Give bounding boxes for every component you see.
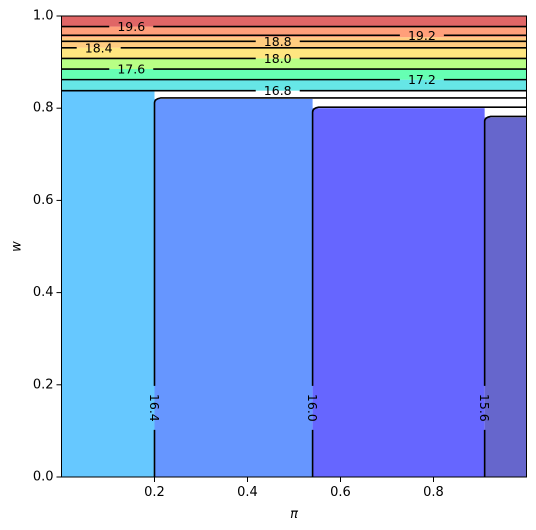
svg-text:19.6: 19.6 <box>117 19 145 34</box>
fill-band-1 <box>61 69 527 80</box>
fill-band-4 <box>61 37 527 48</box>
y-axis-label: w <box>10 241 25 252</box>
svg-text:18.4: 18.4 <box>85 40 113 55</box>
fill-region-3 <box>484 117 527 478</box>
x-tick-label: 0.2 <box>144 485 165 500</box>
y-tick-label: 0.8 <box>33 101 54 116</box>
contour-label-layer: 16.8 17.2 17.6 18.0 18.4 18.8 19.2 19.6 16.4 16.0… <box>85 19 492 422</box>
y-tick-label: 0.4 <box>33 285 54 300</box>
svg-text:18.8: 18.8 <box>264 34 292 49</box>
x-tick-label: 0.4 <box>237 485 258 500</box>
x-tick-label: 0.8 <box>423 485 444 500</box>
contour-label-16.8: 16.8 <box>264 83 292 98</box>
fill-band-0 <box>61 79 527 91</box>
contour-label-15.6: 15.6 <box>477 394 492 422</box>
x-axis: 0.2 0.4 0.6 0.8 <box>144 477 444 500</box>
plot-fill-layer <box>61 16 527 478</box>
svg-text:17.6: 17.6 <box>117 62 145 77</box>
svg-text:15.6: 15.6 <box>477 394 492 422</box>
contour-label-18.0: 18.0 <box>264 51 292 66</box>
y-tick-label: 1.0 <box>33 9 54 24</box>
contour-label-18.8: 18.8 <box>264 34 292 49</box>
fill-band-3 <box>61 47 527 59</box>
contour-line-layer <box>61 25 527 477</box>
fill-band-2 <box>61 58 527 70</box>
contour-label-19.6: 19.6 <box>117 19 145 34</box>
contour-label-17.6: 17.6 <box>117 62 145 77</box>
x-axis-label: π <box>290 507 298 522</box>
contour-label-17.2: 17.2 <box>408 72 436 87</box>
plot-frame <box>61 15 527 478</box>
contour-line-16.0-a <box>311 106 527 386</box>
svg-text:16.4: 16.4 <box>147 394 162 422</box>
svg-text:18.0: 18.0 <box>264 51 292 66</box>
y-tick-label: 0.0 <box>33 470 54 485</box>
x-tick-label: 0.6 <box>330 485 351 500</box>
svg-text:16.0: 16.0 <box>305 394 320 422</box>
svg-text:16.8: 16.8 <box>264 83 292 98</box>
contour-line-16.4-a <box>153 97 527 386</box>
svg-text:17.2: 17.2 <box>408 72 436 87</box>
fill-region-1 <box>154 98 313 477</box>
fill-band-5 <box>61 26 527 38</box>
contour-label-16.4: 16.4 <box>147 394 162 422</box>
y-axis: 0.0 0.2 0.4 0.6 0.8 1.0 <box>33 9 62 485</box>
fill-region-0 <box>61 90 155 477</box>
contour-label-18.4: 18.4 <box>85 40 113 55</box>
fill-region-2 <box>312 108 485 477</box>
contour-label-16.0: 16.0 <box>305 394 320 422</box>
y-tick-label: 0.2 <box>33 377 54 392</box>
contour-label-19.2: 19.2 <box>408 28 436 43</box>
svg-text:19.2: 19.2 <box>408 28 436 43</box>
y-tick-label: 0.6 <box>33 193 54 208</box>
fill-band-6 <box>61 16 527 27</box>
contour-line-15.6-a <box>483 115 527 386</box>
